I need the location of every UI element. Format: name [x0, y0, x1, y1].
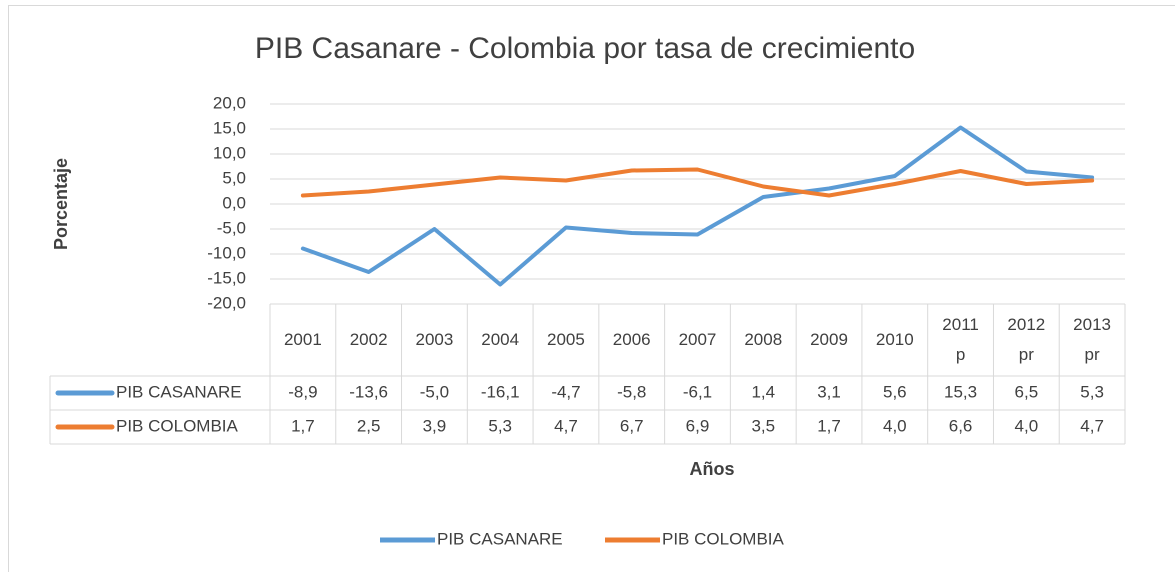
line-series: [300, 167, 1095, 198]
x-tick-label: 2003: [415, 330, 454, 349]
x-tick-label: 2012 pr: [1007, 315, 1046, 364]
table-legend-label: PIB CASANARE: [116, 382, 242, 401]
legend-label: PIB COLOMBIA: [662, 529, 785, 548]
x-tick-label: 2005: [547, 330, 585, 349]
x-tick-label: 2010: [875, 330, 914, 349]
table-value: 1,7: [291, 416, 315, 435]
table-value: -13,6: [349, 382, 388, 401]
x-tick-label: 2009: [810, 330, 848, 349]
y-tick-label: -15,0: [207, 268, 246, 287]
y-tick-label: 15,0: [213, 118, 246, 137]
x-tick-label-box: 2001: [283, 330, 322, 349]
table-legend-label: PIB COLOMBIA: [116, 416, 239, 435]
x-tick-label-box: 2008: [744, 330, 783, 349]
x-tick-label-box: 2007: [678, 330, 717, 349]
x-tick-label: 2011 p: [942, 315, 979, 364]
table-value: -4,7: [551, 382, 580, 401]
table-value: -16,1: [481, 382, 520, 401]
x-tick-label: 2013 pr: [1073, 315, 1111, 364]
x-tick-label: 2007: [678, 330, 717, 349]
x-tick-label-box: 2003: [415, 330, 454, 349]
table-value: 4,7: [1080, 416, 1104, 435]
x-tick-label: 2006: [612, 330, 651, 349]
table-value: 4,7: [554, 416, 578, 435]
x-tick-label-box: 2002: [349, 330, 388, 349]
chart-title: PIB Casanare - Colombia por tasa de crec…: [255, 32, 915, 65]
table-value: 5,3: [488, 416, 512, 435]
table-value: 5,6: [883, 382, 907, 401]
x-tick-label: 2002: [349, 330, 388, 349]
x-tick-label-box: 2009: [810, 330, 848, 349]
x-tick-label-box: 2006: [612, 330, 651, 349]
x-tick-label: 2004: [481, 330, 520, 349]
x-tick-label-box: 2010: [875, 330, 914, 349]
line-series: [300, 125, 1095, 287]
table-value: 6,7: [620, 416, 644, 435]
y-tick-label: -5,0: [217, 218, 246, 237]
table-value: -6,1: [683, 382, 712, 401]
table-value: 15,3: [944, 382, 977, 401]
table-value: 2,5: [357, 416, 381, 435]
x-tick-label-box: 2011 p: [942, 315, 979, 364]
table-value: -5,8: [617, 382, 646, 401]
table-value: -5,0: [420, 382, 449, 401]
table-value: 4,0: [883, 416, 907, 435]
table-value: 3,9: [423, 416, 447, 435]
table-value: 1,7: [817, 416, 841, 435]
table-value: 6,9: [686, 416, 710, 435]
y-tick-label: -10,0: [207, 243, 246, 262]
y-tick-label: 5,0: [222, 168, 246, 187]
table-value: 5,3: [1080, 382, 1104, 401]
x-tick-label: 2008: [744, 330, 783, 349]
table-value: 3,1: [817, 382, 841, 401]
y-tick-label: 20,0: [213, 93, 246, 112]
table-value: 4,0: [1015, 416, 1039, 435]
x-tick-label: 2001: [283, 330, 322, 349]
x-tick-label-box: 2004: [481, 330, 520, 349]
legend-label: PIB CASANARE: [437, 529, 563, 548]
table-value: 6,6: [949, 416, 973, 435]
y-tick-label: 0,0: [222, 193, 246, 212]
y-tick-label: 10,0: [213, 143, 246, 162]
chart-border: [8, 5, 1175, 572]
table-value: -8,9: [288, 382, 317, 401]
table-value: 1,4: [751, 382, 775, 401]
x-tick-label-box: 2005: [547, 330, 585, 349]
x-tick-label-box: 2013 pr: [1073, 315, 1111, 364]
y-tick-label: -20,0: [207, 293, 246, 312]
x-tick-label-box: 2012 pr: [1007, 315, 1046, 364]
table-value: 6,5: [1015, 382, 1039, 401]
table-value: 3,5: [751, 416, 775, 435]
x-axis-title: Años: [690, 459, 735, 479]
y-axis-title: Porcentaje: [51, 158, 71, 250]
